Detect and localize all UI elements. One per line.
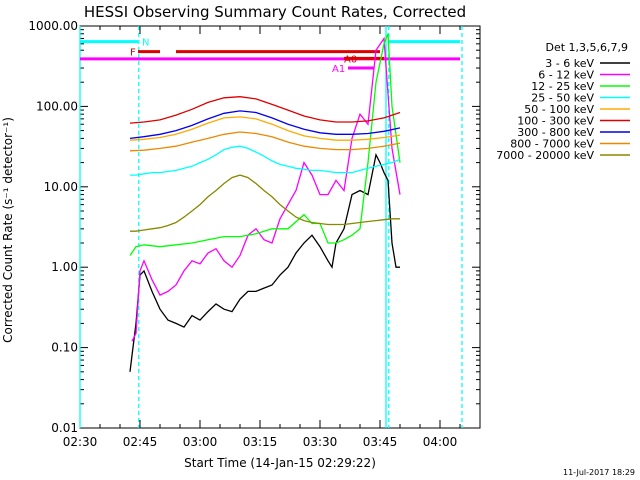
annotation-label: F (130, 48, 136, 59)
vertical-markers (79, 26, 463, 428)
y-axis: 1000.00 100.00 10.00 1.00 0.10 0.01 (28, 19, 480, 435)
series-line-7 (129, 110, 401, 140)
y-tick-label: 0.01 (51, 421, 78, 435)
y-tick-label: 10.00 (44, 180, 78, 194)
x-tick-label: 02:30 (63, 435, 98, 449)
series-line-4 (130, 145, 401, 176)
annotation-label: N (142, 38, 149, 49)
x-axis-label: Start Time (14-Jan-15 02:29:22) (184, 456, 376, 470)
legend-entry-label: 300 - 800 keV (517, 126, 594, 139)
legend-entry-label: 50 - 100 keV (524, 103, 594, 116)
series-line-1 (129, 152, 400, 372)
series-line-3 (129, 33, 401, 256)
legend-entry-label: 800 - 7000 keV (510, 138, 594, 151)
x-tick-label: 03:15 (243, 435, 278, 449)
series-lines (129, 33, 401, 372)
annotation-label: A1 (332, 64, 345, 75)
series-line-2 (131, 36, 401, 342)
series-line-6 (129, 96, 401, 124)
legend-entry-label: 7000 - 20000 keV (496, 149, 594, 162)
legend-entry-label: 12 - 25 keV (531, 80, 594, 93)
legend-entry-label: 6 - 12 keV (538, 69, 594, 82)
x-tick-label: 03:30 (303, 435, 338, 449)
y-tick-label: 100.00 (36, 99, 78, 113)
series-line-5 (129, 116, 401, 141)
annotation-label: A0 (344, 54, 357, 65)
plot-area (79, 25, 481, 429)
legend-entry-label: 3 - 6 keV (545, 57, 594, 70)
y-tick-label: 0.10 (51, 341, 78, 355)
y-tick-label: 1000.00 (28, 19, 78, 33)
series-line-9 (130, 174, 400, 232)
y-tick-label: 1.00 (51, 260, 78, 274)
legend-entry-label: 25 - 50 keV (531, 92, 594, 105)
legend-title: Det 1,3,5,6,7,9 (545, 41, 628, 54)
legend-entry-label: 100 - 300 keV (517, 115, 594, 128)
y-axis-label: Corrected Count Rate (s⁻¹ detector⁻¹) (1, 117, 15, 343)
x-tick-label: 04:00 (423, 435, 458, 449)
x-tick-label: 02:45 (123, 435, 158, 449)
x-axis: 02:30 02:45 03:00 03:15 03:30 03:45 04:00 (63, 26, 481, 449)
x-tick-label: 03:45 (363, 435, 398, 449)
footer-timestamp: 11-Jul-2017 18:29 (563, 468, 635, 477)
plot-frame (79, 25, 481, 429)
series-line-8 (129, 131, 401, 152)
chart-title: HESSI Observing Summary Count Rates, Cor… (84, 3, 466, 21)
x-tick-label: 03:00 (183, 435, 218, 449)
